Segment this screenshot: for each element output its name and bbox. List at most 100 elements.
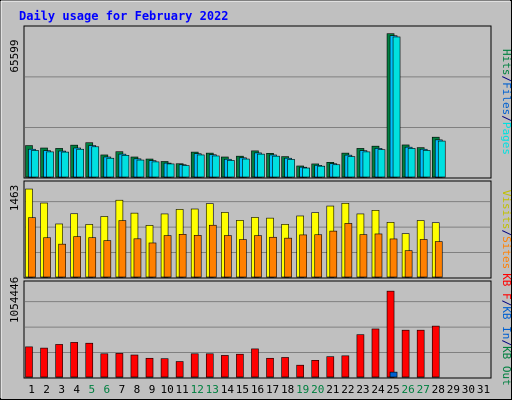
x-tick-label: 3 — [58, 383, 65, 396]
bar-pages-day-22 — [347, 156, 356, 178]
x-tick-label: 5 — [88, 383, 95, 396]
bar-sites-day-4 — [73, 236, 81, 278]
legend-entry: / — [500, 339, 512, 346]
panel-kbf-kbin-kbout: 1054446 KB F/KB In/KB Out — [8, 273, 512, 386]
x-tick-label: 22 — [341, 383, 354, 396]
bar-kb-f-day-15 — [236, 353, 244, 378]
bar-pages-day-6 — [106, 157, 115, 178]
bar-kb-f-day-9 — [145, 357, 154, 378]
x-tick-label: 1 — [28, 383, 35, 396]
legend: Hits/Files/Pages — [500, 49, 512, 155]
bar-pages-day-10 — [166, 163, 175, 178]
bar-sites-day-15 — [239, 239, 247, 278]
bar-pages-day-14 — [227, 160, 235, 178]
bar-sites-day-21 — [329, 230, 338, 278]
x-tick-label: 16 — [251, 383, 264, 396]
x-tick-label: 13 — [206, 383, 219, 396]
panel-hits-files-pages: 65599 Hits/Files/Pages — [8, 25, 512, 179]
panel-visits-sites: 1463 Visits/Sites — [8, 180, 512, 279]
bar-kb-f-day-19 — [296, 364, 304, 378]
bar-pages-day-3 — [61, 151, 69, 178]
x-tick-label: 29 — [447, 383, 460, 396]
bar-kb-f-day-2 — [40, 347, 48, 378]
x-tick-label: 2 — [43, 383, 50, 396]
bar-sites-day-23 — [359, 234, 368, 278]
bar-sites-day-12 — [193, 235, 202, 278]
bar-sites-day-20 — [314, 234, 323, 278]
bar-sites-day-1 — [28, 217, 36, 278]
x-tick-label: 30 — [462, 383, 475, 396]
bar-kb-f-day-20 — [311, 360, 320, 378]
bar-pages-day-27 — [422, 150, 431, 178]
bar-sites-day-28 — [434, 241, 443, 278]
bar-pages-day-12 — [196, 154, 205, 178]
x-tick-label: 4 — [73, 383, 80, 396]
legend-entry: Visits — [500, 190, 512, 230]
x-tick-label: 23 — [356, 383, 369, 396]
x-tick-label: 6 — [104, 383, 111, 396]
bar-sites-day-25 — [389, 238, 398, 278]
bar-pages-day-2 — [46, 151, 54, 178]
bar-kb-f-day-18 — [281, 357, 289, 378]
bar-pages-day-21 — [332, 164, 341, 178]
bar-pages-day-25 — [392, 36, 401, 178]
bar-pages-day-18 — [287, 159, 295, 178]
x-tick-label: 7 — [119, 383, 126, 396]
bar-kb-f-day-14 — [221, 355, 229, 378]
y-tick-label: 1463 — [8, 185, 21, 212]
x-tick-label: 14 — [221, 383, 235, 396]
bar-sites-day-14 — [224, 235, 232, 278]
x-tick-label: 31 — [477, 383, 490, 396]
y-tick-label: 1054446 — [8, 277, 21, 323]
bar-sites-day-2 — [43, 237, 51, 278]
legend-entry: KB Out — [500, 346, 512, 386]
bar-sites-day-10 — [163, 235, 172, 278]
bar-pages-day-24 — [377, 149, 386, 178]
legend-entry: / — [500, 300, 512, 307]
bar-kb-f-day-25 — [386, 290, 395, 378]
legend: KB F/KB In/KB Out — [500, 273, 512, 386]
legend-entry: Pages — [500, 122, 512, 155]
x-tick-label: 18 — [281, 383, 294, 396]
x-tick-label: 25 — [386, 383, 399, 396]
x-axis: 1 2 3 4 5 6 7 8 9 10 11 12 13 14 15 16 17 18 19 20 21 22 23 24 2… — [28, 383, 490, 396]
bar-kb-f-day-3 — [55, 344, 63, 378]
bar-kb-f-day-4 — [70, 342, 78, 378]
bar-sites-day-6 — [103, 240, 112, 278]
bar-pages-day-20 — [317, 165, 326, 178]
legend-entry: Sites — [500, 236, 512, 269]
bar-pages-day-19 — [302, 167, 310, 178]
bar-kb-in-day-25 — [389, 371, 398, 378]
legend-entry: / — [500, 115, 512, 122]
x-tick-label: 28 — [432, 383, 445, 396]
bar-kb-f-day-13 — [205, 353, 214, 378]
x-tick-label: 21 — [326, 383, 339, 396]
bar-pages-day-1 — [31, 150, 39, 178]
bar-sites-day-5 — [88, 237, 97, 278]
bar-sites-day-9 — [148, 242, 157, 278]
chart-title: Daily usage for February 2022 — [19, 9, 229, 23]
x-tick-label: 26 — [402, 383, 415, 396]
bar-pages-day-11 — [181, 165, 190, 178]
bar-sites-day-26 — [404, 250, 413, 278]
x-tick-label: 12 — [191, 383, 204, 396]
x-tick-label: 10 — [160, 383, 173, 396]
bar-kb-f-day-7 — [115, 353, 124, 378]
bar-kb-f-day-1 — [25, 346, 33, 378]
bar-sites-day-16 — [254, 235, 262, 278]
x-tick-label: 15 — [236, 383, 249, 396]
bar-sites-day-22 — [344, 223, 353, 278]
bar-sites-day-18 — [284, 237, 292, 278]
bar-sites-day-27 — [419, 239, 428, 278]
y-tick-label: 65599 — [8, 39, 21, 72]
bar-kb-f-day-16 — [251, 348, 259, 378]
x-tick-label: 8 — [134, 383, 141, 396]
legend-entry: / — [500, 76, 512, 83]
bar-sites-day-8 — [133, 238, 142, 278]
legend: Visits/Sites — [500, 190, 512, 270]
bar-pages-day-5 — [91, 146, 100, 178]
x-tick-label: 9 — [149, 383, 156, 396]
x-tick-label: 27 — [417, 383, 430, 396]
